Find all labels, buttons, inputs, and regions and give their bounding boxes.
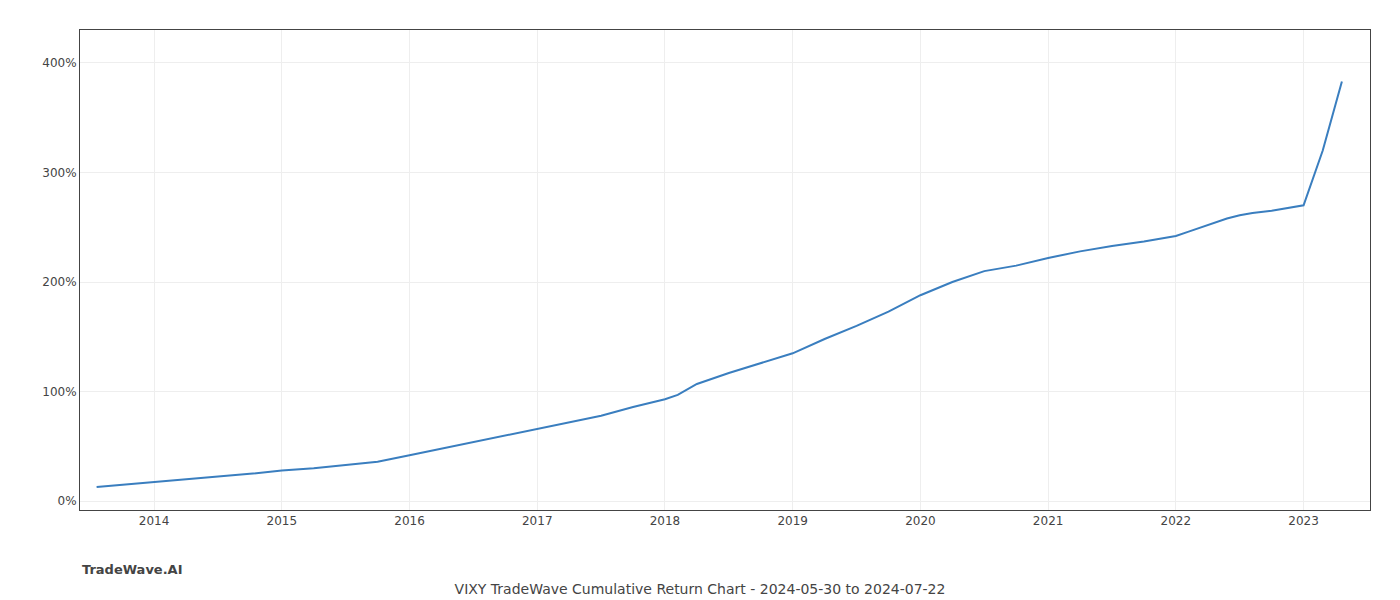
- svg-text:VIXY TradeWave Cumulative Retu: VIXY TradeWave Cumulative Return Chart -…: [455, 581, 946, 597]
- svg-text:2023: 2023: [1288, 514, 1319, 528]
- svg-text:2017: 2017: [522, 514, 553, 528]
- svg-text:2019: 2019: [777, 514, 808, 528]
- svg-text:2021: 2021: [1033, 514, 1064, 528]
- svg-text:0%: 0%: [58, 494, 77, 508]
- svg-text:2014: 2014: [139, 514, 170, 528]
- svg-text:100%: 100%: [42, 385, 76, 399]
- svg-text:2022: 2022: [1161, 514, 1192, 528]
- svg-text:2015: 2015: [267, 514, 298, 528]
- svg-text:2016: 2016: [394, 514, 425, 528]
- svg-text:2020: 2020: [905, 514, 936, 528]
- svg-text:200%: 200%: [42, 275, 76, 289]
- svg-text:TradeWave.AI: TradeWave.AI: [82, 562, 183, 577]
- svg-text:300%: 300%: [42, 166, 76, 180]
- svg-text:400%: 400%: [42, 56, 76, 70]
- svg-text:2018: 2018: [650, 514, 681, 528]
